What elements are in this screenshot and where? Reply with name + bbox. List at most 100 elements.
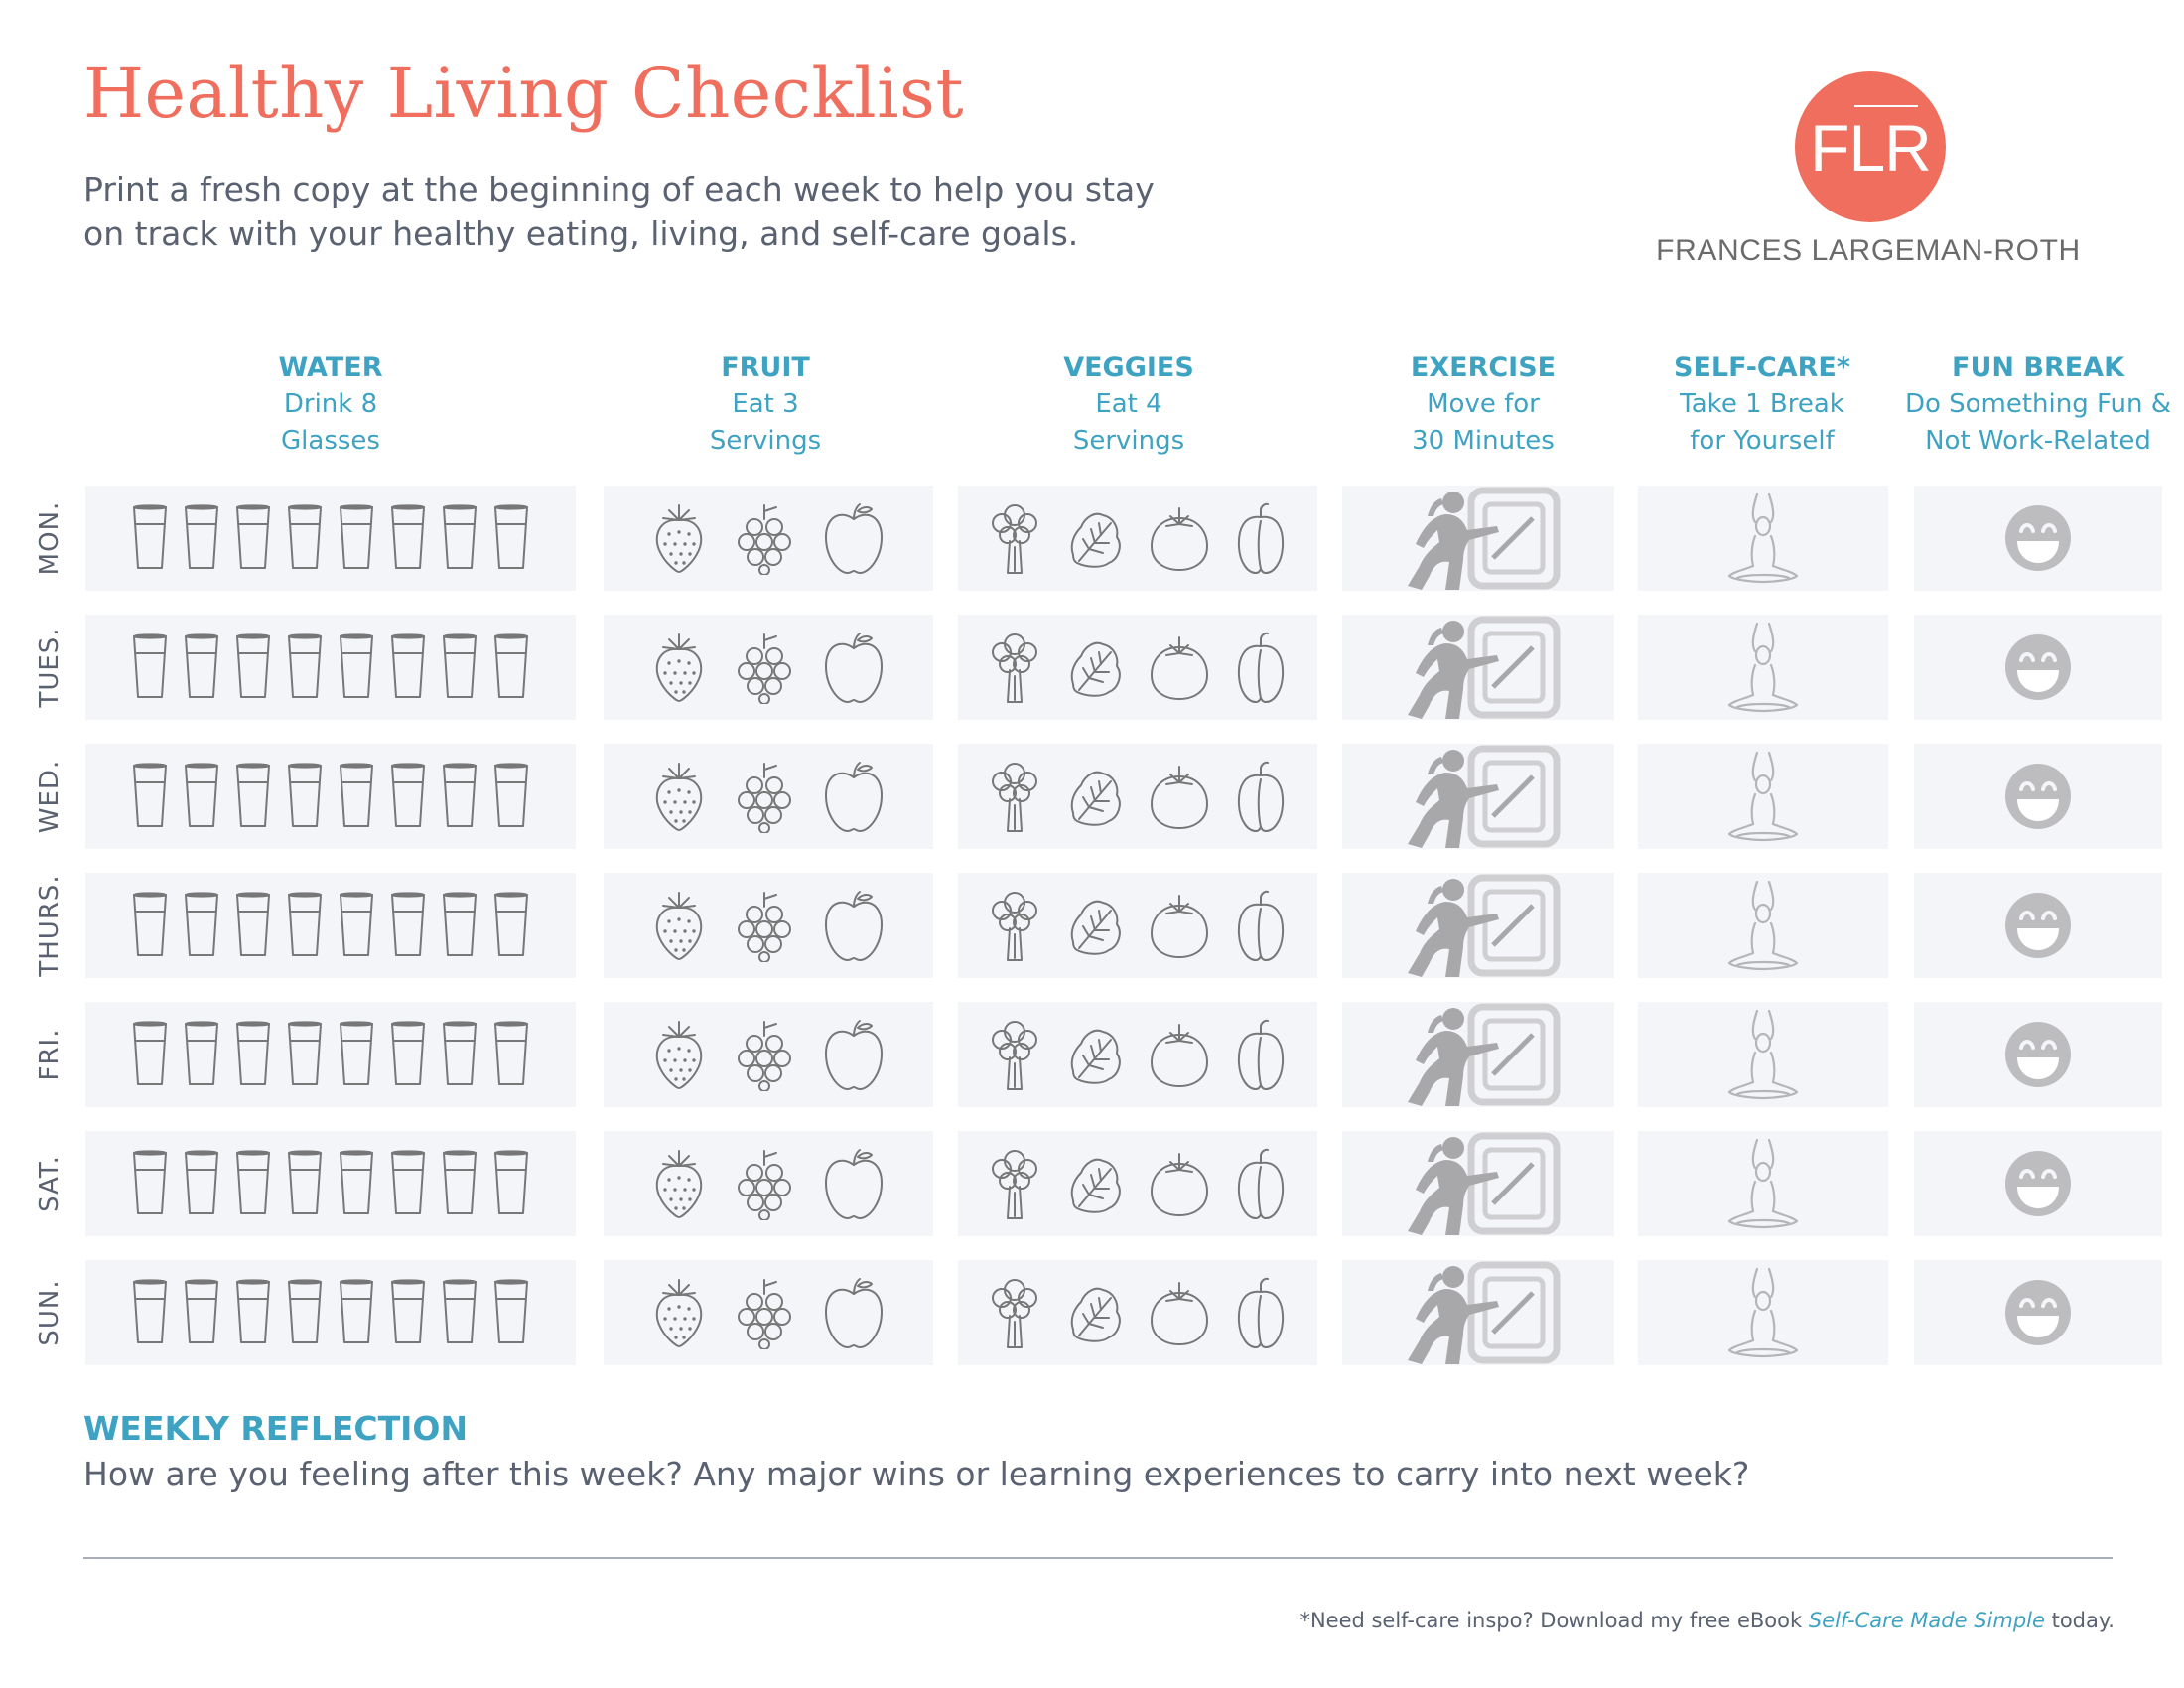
- strawberry-icon[interactable]: [651, 761, 707, 832]
- glass-icon[interactable]: [131, 1279, 169, 1346]
- grapes-icon[interactable]: [737, 1018, 792, 1091]
- broccoli-icon[interactable]: [988, 889, 1041, 962]
- pepper-icon[interactable]: [1234, 760, 1288, 833]
- glass-icon[interactable]: [286, 1021, 324, 1088]
- glass-icon[interactable]: [441, 763, 478, 830]
- glass-icon[interactable]: [441, 1279, 478, 1346]
- tomato-icon[interactable]: [1149, 763, 1210, 830]
- glass-icon[interactable]: [234, 892, 272, 959]
- grapes-icon[interactable]: [737, 501, 792, 575]
- exercise-icon[interactable]: [1394, 616, 1563, 719]
- tomato-icon[interactable]: [1149, 504, 1210, 572]
- laughing-face-icon[interactable]: [2003, 1020, 2073, 1089]
- lettuce-icon[interactable]: [1065, 893, 1125, 958]
- glass-icon[interactable]: [131, 504, 169, 572]
- glass-icon[interactable]: [131, 1150, 169, 1217]
- broccoli-icon[interactable]: [988, 1018, 1041, 1091]
- glass-icon[interactable]: [492, 763, 530, 830]
- glass-icon[interactable]: [183, 763, 220, 830]
- strawberry-icon[interactable]: [651, 1277, 707, 1348]
- tomato-icon[interactable]: [1149, 892, 1210, 959]
- writing-line[interactable]: [83, 1557, 2113, 1559]
- glass-icon[interactable]: [389, 1150, 427, 1217]
- glass-icon[interactable]: [492, 892, 530, 959]
- pepper-icon[interactable]: [1234, 501, 1288, 575]
- glass-icon[interactable]: [441, 892, 478, 959]
- lettuce-icon[interactable]: [1065, 1280, 1125, 1345]
- glass-icon[interactable]: [131, 1021, 169, 1088]
- lettuce-icon[interactable]: [1065, 505, 1125, 571]
- glass-icon[interactable]: [234, 763, 272, 830]
- meditation-icon[interactable]: [1723, 1261, 1803, 1364]
- glass-icon[interactable]: [131, 633, 169, 701]
- broccoli-icon[interactable]: [988, 501, 1041, 575]
- glass-icon[interactable]: [338, 633, 375, 701]
- exercise-icon[interactable]: [1394, 745, 1563, 848]
- glass-icon[interactable]: [234, 1279, 272, 1346]
- lettuce-icon[interactable]: [1065, 1151, 1125, 1216]
- glass-icon[interactable]: [286, 763, 324, 830]
- grapes-icon[interactable]: [737, 889, 792, 962]
- exercise-icon[interactable]: [1394, 487, 1563, 590]
- grapes-icon[interactable]: [737, 1276, 792, 1349]
- laughing-face-icon[interactable]: [2003, 1149, 2073, 1218]
- apple-icon[interactable]: [822, 760, 886, 833]
- glass-icon[interactable]: [338, 1021, 375, 1088]
- laughing-face-icon[interactable]: [2003, 891, 2073, 960]
- laughing-face-icon[interactable]: [2003, 762, 2073, 831]
- broccoli-icon[interactable]: [988, 631, 1041, 704]
- glass-icon[interactable]: [389, 763, 427, 830]
- glass-icon[interactable]: [492, 1021, 530, 1088]
- laughing-face-icon[interactable]: [2003, 633, 2073, 702]
- ebook-link[interactable]: Self-Care Made Simple: [1808, 1609, 2045, 1632]
- glass-icon[interactable]: [183, 1021, 220, 1088]
- glass-icon[interactable]: [338, 763, 375, 830]
- apple-icon[interactable]: [822, 1276, 886, 1349]
- laughing-face-icon[interactable]: [2003, 503, 2073, 573]
- glass-icon[interactable]: [183, 1279, 220, 1346]
- glass-icon[interactable]: [492, 633, 530, 701]
- tomato-icon[interactable]: [1149, 633, 1210, 701]
- lettuce-icon[interactable]: [1065, 1022, 1125, 1087]
- glass-icon[interactable]: [183, 633, 220, 701]
- glass-icon[interactable]: [389, 1279, 427, 1346]
- broccoli-icon[interactable]: [988, 1276, 1041, 1349]
- glass-icon[interactable]: [389, 1021, 427, 1088]
- glass-icon[interactable]: [338, 1279, 375, 1346]
- pepper-icon[interactable]: [1234, 631, 1288, 704]
- tomato-icon[interactable]: [1149, 1150, 1210, 1217]
- glass-icon[interactable]: [389, 892, 427, 959]
- glass-icon[interactable]: [234, 1021, 272, 1088]
- apple-icon[interactable]: [822, 1018, 886, 1091]
- grapes-icon[interactable]: [737, 760, 792, 833]
- glass-icon[interactable]: [441, 633, 478, 701]
- pepper-icon[interactable]: [1234, 1018, 1288, 1091]
- lettuce-icon[interactable]: [1065, 764, 1125, 829]
- strawberry-icon[interactable]: [651, 632, 707, 703]
- meditation-icon[interactable]: [1723, 616, 1803, 719]
- apple-icon[interactable]: [822, 501, 886, 575]
- glass-icon[interactable]: [286, 633, 324, 701]
- lettuce-icon[interactable]: [1065, 634, 1125, 700]
- glass-icon[interactable]: [441, 504, 478, 572]
- glass-icon[interactable]: [492, 1150, 530, 1217]
- broccoli-icon[interactable]: [988, 760, 1041, 833]
- glass-icon[interactable]: [234, 633, 272, 701]
- glass-icon[interactable]: [492, 504, 530, 572]
- exercise-icon[interactable]: [1394, 1003, 1563, 1106]
- apple-icon[interactable]: [822, 631, 886, 704]
- grapes-icon[interactable]: [737, 631, 792, 704]
- apple-icon[interactable]: [822, 1147, 886, 1220]
- exercise-icon[interactable]: [1394, 874, 1563, 977]
- glass-icon[interactable]: [441, 1021, 478, 1088]
- glass-icon[interactable]: [131, 763, 169, 830]
- meditation-icon[interactable]: [1723, 1132, 1803, 1235]
- meditation-icon[interactable]: [1723, 874, 1803, 977]
- meditation-icon[interactable]: [1723, 745, 1803, 848]
- glass-icon[interactable]: [441, 1150, 478, 1217]
- glass-icon[interactable]: [286, 892, 324, 959]
- glass-icon[interactable]: [234, 504, 272, 572]
- grapes-icon[interactable]: [737, 1147, 792, 1220]
- pepper-icon[interactable]: [1234, 889, 1288, 962]
- glass-icon[interactable]: [338, 892, 375, 959]
